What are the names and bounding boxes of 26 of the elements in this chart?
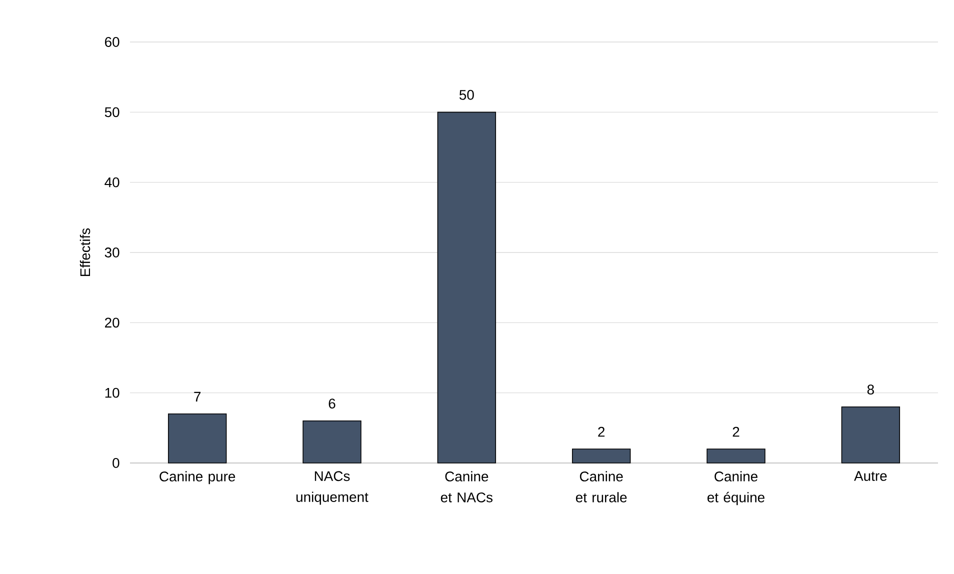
y-tick-label: 10	[105, 388, 120, 398]
bar	[706, 448, 766, 464]
x-tick-label: Canine et NACs	[440, 471, 493, 502]
y-tick-label: 50	[104, 107, 120, 118]
x-tick-label: Canine et équine	[708, 471, 764, 506]
data-label: 2	[732, 426, 740, 437]
x-tick-label: Canine et rurale	[576, 471, 627, 502]
data-label: 50	[459, 90, 474, 100]
data-label: 7	[194, 392, 201, 402]
bar	[572, 448, 631, 464]
bar	[168, 413, 227, 464]
data-label: 6	[328, 398, 336, 409]
bar	[302, 420, 362, 464]
y-tick-label: 20	[105, 318, 120, 328]
y-tick-label: 0	[112, 458, 120, 468]
bar	[437, 112, 496, 464]
bar	[841, 406, 900, 464]
data-label: 2	[598, 426, 605, 437]
x-tick-label: NACs uniquement	[296, 471, 368, 505]
x-tick-label: Autre	[854, 471, 887, 481]
y-axis-title: Effectifs	[80, 228, 90, 276]
x-tick-label: Canine pure	[160, 471, 236, 484]
y-tick-label: 30	[104, 248, 120, 258]
y-tick-label: 40	[104, 177, 120, 188]
data-label: 8	[867, 384, 874, 395]
y-tick-label: 60	[105, 37, 120, 47]
